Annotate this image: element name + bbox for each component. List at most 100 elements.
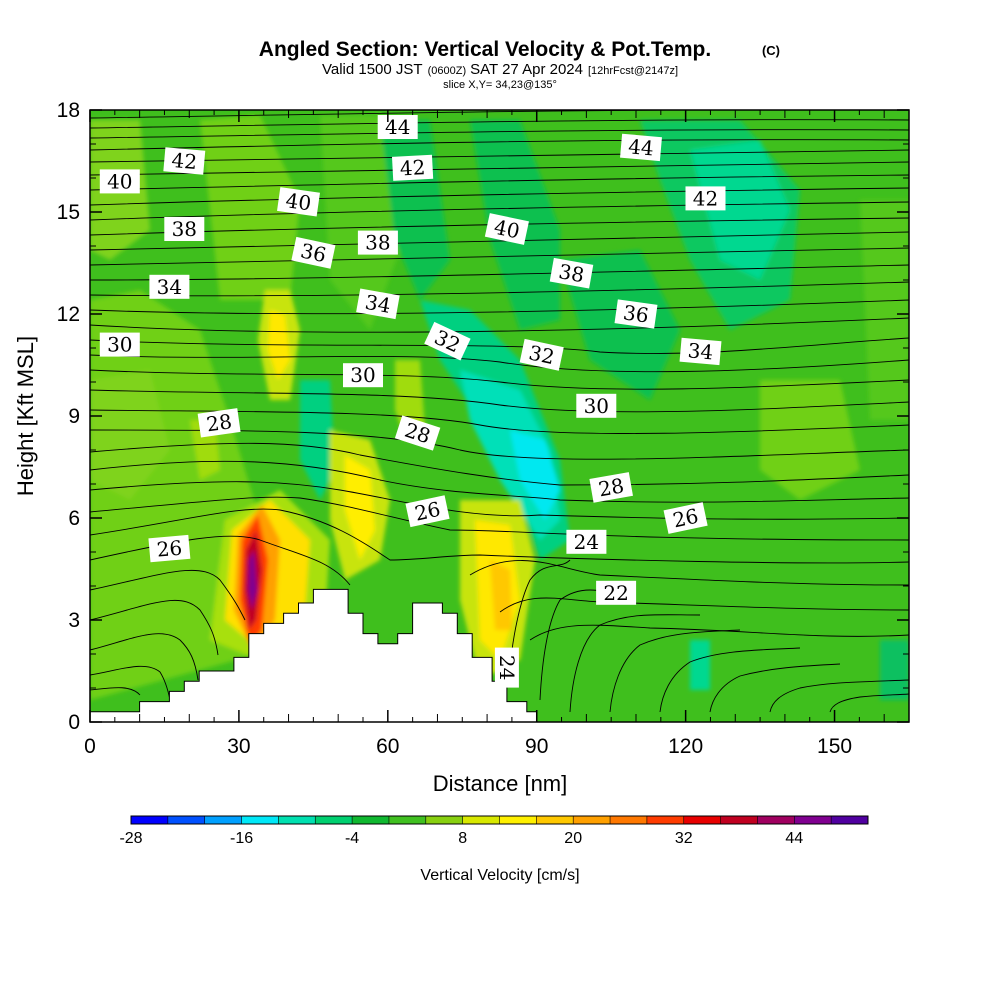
isentrope-label-text: 38 bbox=[172, 217, 197, 241]
isentrope-label-bg bbox=[663, 502, 708, 534]
chart-slice-info: slice X,Y= 34,23@135° bbox=[443, 79, 557, 91]
isentrope-label-text: 40 bbox=[107, 169, 132, 193]
isentrope-label-bg bbox=[620, 133, 662, 162]
isentrope-label-text: 42 bbox=[693, 186, 718, 210]
subtitle-fcst: [12hrFcst@2147z] bbox=[588, 65, 678, 77]
x-tick-label: 120 bbox=[668, 735, 703, 758]
isentrope-label-text: 44 bbox=[385, 115, 410, 139]
isentrope-label: 24 bbox=[566, 529, 607, 554]
isentrope-label-text: 24 bbox=[574, 530, 599, 554]
isentrope-label: 42 bbox=[685, 186, 726, 211]
isentrope-label-bg bbox=[519, 338, 564, 371]
isentrope-label: 36 bbox=[614, 299, 658, 329]
y-tick-label: 18 bbox=[57, 99, 80, 122]
isentrope-label-bg bbox=[99, 169, 140, 194]
colorbar-swatch bbox=[462, 816, 500, 824]
subtitle-date: SAT 27 Apr 2024 bbox=[470, 61, 583, 78]
isentrope-label-text: 32 bbox=[527, 340, 557, 369]
colorbar-swatch bbox=[757, 816, 795, 824]
x-tick-label: 90 bbox=[525, 735, 548, 758]
isentrope-label: 40 bbox=[99, 169, 140, 194]
isentrope-label: 34 bbox=[356, 288, 400, 320]
colorbar-swatch bbox=[646, 816, 685, 824]
colorbar-swatch bbox=[315, 816, 353, 824]
isentrope-label: 30 bbox=[343, 363, 383, 388]
isentrope-label-text: 28 bbox=[597, 473, 626, 501]
colorbar-tick-label: 32 bbox=[675, 830, 693, 847]
isentrope-label-text: 36 bbox=[622, 300, 651, 327]
isentrope-label-bg bbox=[685, 186, 726, 211]
x-tick-label: 30 bbox=[227, 735, 250, 758]
isentrope-label-bg bbox=[394, 415, 441, 451]
isentrope-label: 22 bbox=[596, 580, 637, 605]
colorbar-swatch bbox=[573, 816, 611, 824]
isentrope-label-bg bbox=[197, 408, 241, 438]
isentrope-label-text: 26 bbox=[156, 536, 183, 562]
isentrope-label-bg bbox=[391, 154, 434, 181]
y-tick-label: 15 bbox=[57, 201, 80, 224]
isentrope-label: 34 bbox=[149, 274, 190, 299]
isentrope-label-bg bbox=[356, 288, 400, 320]
colorbar-swatch bbox=[241, 816, 279, 824]
isentrope-label: 30 bbox=[99, 332, 140, 357]
colorbar-tick-label: -16 bbox=[230, 830, 253, 847]
velocity-field bbox=[90, 115, 909, 700]
colorbar-swatch bbox=[610, 816, 648, 824]
isentrope-label-text: 42 bbox=[171, 148, 198, 174]
isentrope-label-text: 24 bbox=[495, 655, 519, 680]
isentrope-label-text: 30 bbox=[350, 363, 375, 387]
isentrope-label: 44 bbox=[620, 133, 662, 162]
isentrope-label-text: 36 bbox=[298, 238, 328, 267]
isentrope-label-bg bbox=[149, 274, 190, 299]
isentrope-label: 34 bbox=[679, 337, 722, 366]
isentrope-label: 26 bbox=[148, 534, 191, 563]
isentrope-label-bg bbox=[164, 217, 205, 241]
isentrope-label-bg bbox=[494, 647, 519, 688]
isentrope-label-text: 28 bbox=[205, 409, 234, 436]
isentrope-label-bg bbox=[484, 213, 529, 245]
subtitle-valid: Valid 1500 JST bbox=[322, 61, 423, 78]
isentrope-label: 42 bbox=[391, 154, 434, 181]
isentrope-label: 42 bbox=[163, 147, 206, 175]
isentrope-label-text: 26 bbox=[671, 504, 701, 533]
isentrope-label-bg bbox=[576, 393, 617, 418]
isentrope-label-bg bbox=[291, 236, 336, 269]
y-tick-label: 12 bbox=[57, 303, 80, 326]
colorbar-swatch bbox=[278, 816, 316, 824]
colorbar-swatch bbox=[131, 816, 169, 824]
isentrope-label-text: 40 bbox=[492, 215, 522, 244]
colorbar-tick-label: 20 bbox=[564, 830, 582, 847]
y-tick-label: 9 bbox=[68, 405, 80, 428]
colorbar-swatch bbox=[499, 816, 537, 824]
colorbar-swatch bbox=[167, 816, 205, 824]
isentrope-label-bg bbox=[424, 321, 471, 361]
isentrope-label-text: 30 bbox=[107, 333, 132, 357]
isentrope-label-text: 30 bbox=[584, 394, 609, 418]
colorbar-label: Vertical Velocity [cm/s] bbox=[420, 867, 579, 884]
isentrope-label-bg bbox=[377, 115, 418, 139]
isentrope-label-bg bbox=[614, 299, 658, 329]
isentrope-label-bg bbox=[163, 147, 206, 175]
colorbar-swatch bbox=[425, 816, 463, 824]
isentrope-label-bg bbox=[566, 529, 607, 554]
y-tick-label: 0 bbox=[68, 711, 80, 734]
colorbar-swatch bbox=[831, 816, 869, 824]
isentrope-label-bg bbox=[343, 363, 383, 388]
isentrope-label-bg bbox=[405, 495, 450, 528]
isentrope-label: 38 bbox=[164, 217, 205, 241]
isentrope-label: 26 bbox=[663, 502, 708, 534]
colorbar-swatch bbox=[536, 816, 574, 824]
isentrope-label-bg bbox=[679, 337, 722, 366]
isentrope-label-bg bbox=[277, 187, 320, 217]
y-tick-label: 3 bbox=[68, 609, 80, 632]
isentrope-label-text: 26 bbox=[413, 497, 443, 526]
isentrope-label-text: 40 bbox=[284, 188, 313, 215]
isentrope-label: 28 bbox=[589, 472, 633, 503]
colorbar-swatch bbox=[388, 816, 427, 824]
colorbar-swatch bbox=[683, 816, 721, 824]
subtitle-zulu: (0600Z) bbox=[428, 65, 467, 77]
